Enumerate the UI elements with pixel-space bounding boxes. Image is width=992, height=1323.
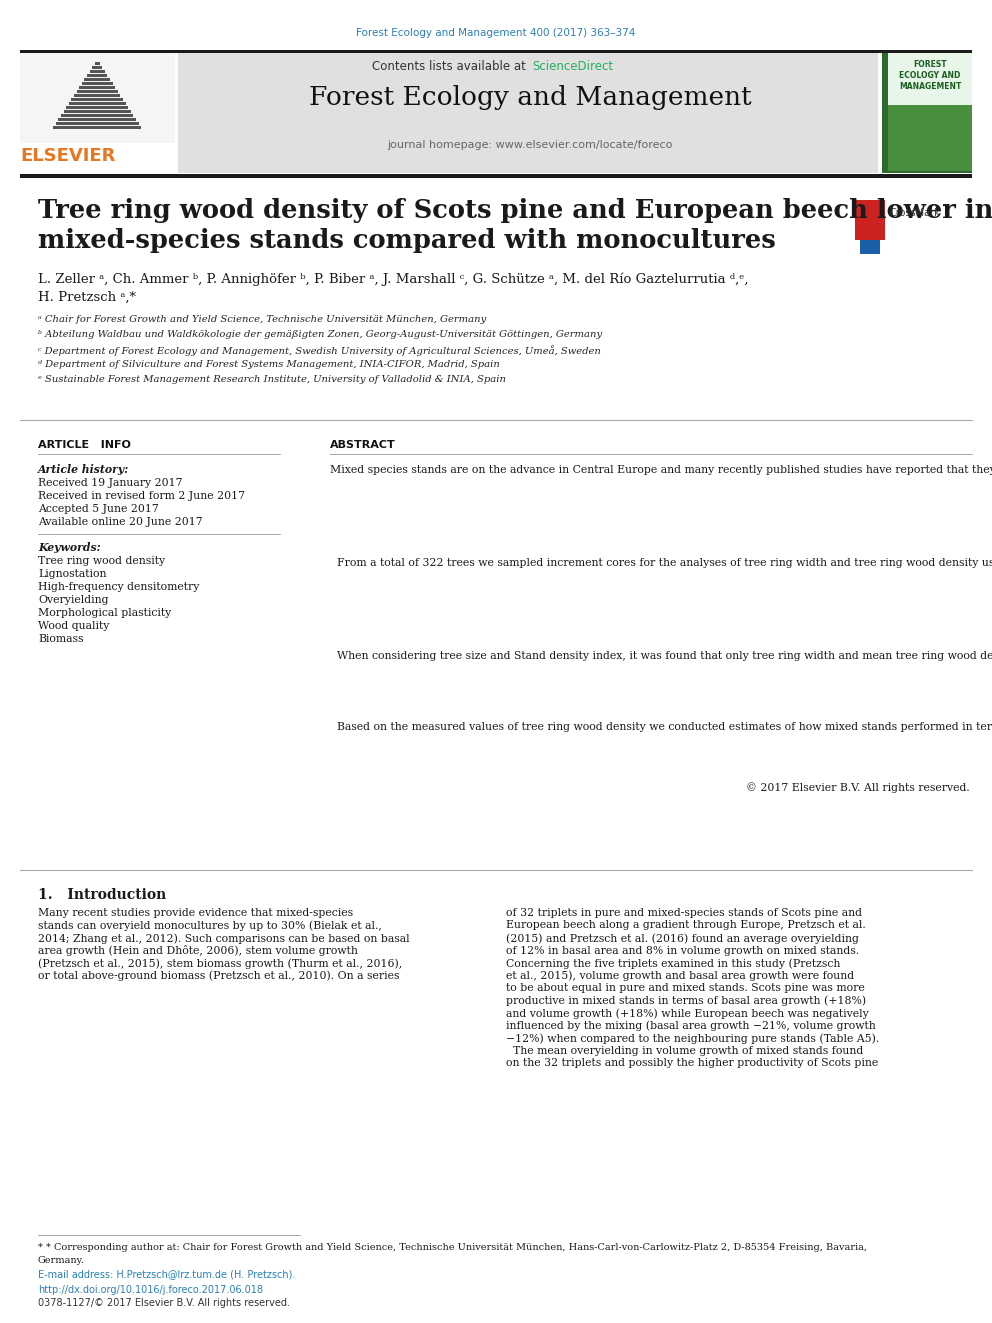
Text: and volume growth (+18%) while European beech was negatively: and volume growth (+18%) while European … <box>506 1008 869 1019</box>
Bar <box>860 239 880 254</box>
Text: 2014; Zhang et al., 2012). Such comparisons can be based on basal: 2014; Zhang et al., 2012). Such comparis… <box>38 933 410 943</box>
Text: journal homepage: www.elsevier.com/locate/foreco: journal homepage: www.elsevier.com/locat… <box>387 140 673 149</box>
Text: stands can overyield monocultures by up to 30% (Bielak et al.,: stands can overyield monocultures by up … <box>38 921 382 931</box>
Bar <box>888 53 972 171</box>
Text: area growth (Hein and Dhôte, 2006), stem volume growth: area growth (Hein and Dhôte, 2006), stem… <box>38 946 358 957</box>
Bar <box>69 102 126 105</box>
Text: © 2017 Elsevier B.V. All rights reserved.: © 2017 Elsevier B.V. All rights reserved… <box>746 782 970 794</box>
Bar <box>20 175 972 179</box>
Bar <box>64 110 131 112</box>
Text: ᶜ Department of Forest Ecology and Management, Swedish University of Agricultura: ᶜ Department of Forest Ecology and Manag… <box>38 345 601 356</box>
Text: Keywords:: Keywords: <box>38 542 100 553</box>
Text: CrossMark: CrossMark <box>890 208 940 218</box>
Text: Mixed species stands are on the advance in Central Europe and many recently publ: Mixed species stands are on the advance … <box>330 464 992 475</box>
Text: Tree ring wood density: Tree ring wood density <box>38 556 165 566</box>
Text: The mean overyielding in volume growth of mixed stands found: The mean overyielding in volume growth o… <box>506 1045 863 1056</box>
Text: ABSTRACT: ABSTRACT <box>330 441 396 450</box>
Text: http://dx.doi.org/10.1016/j.foreco.2017.06.018: http://dx.doi.org/10.1016/j.foreco.2017.… <box>38 1285 263 1295</box>
Text: Received in revised form 2 June 2017: Received in revised form 2 June 2017 <box>38 491 245 501</box>
Bar <box>77 90 118 93</box>
Bar <box>71 98 123 101</box>
Text: E-mail address: H.Pretzsch@lrz.tum.de (H. Pretzsch).: E-mail address: H.Pretzsch@lrz.tum.de (H… <box>38 1269 296 1279</box>
Bar <box>82 82 113 85</box>
Text: Forest Ecology and Management 400 (2017) 363–374: Forest Ecology and Management 400 (2017)… <box>356 28 636 38</box>
Text: et al., 2015), volume growth and basal area growth were found: et al., 2015), volume growth and basal a… <box>506 971 854 982</box>
Text: European beech along a gradient through Europe, Pretzsch et al.: European beech along a gradient through … <box>506 921 866 930</box>
Bar <box>84 78 110 81</box>
Text: of 32 triplets in pure and mixed-species stands of Scots pine and: of 32 triplets in pure and mixed-species… <box>506 908 862 918</box>
Bar <box>56 122 139 124</box>
Bar <box>66 106 128 108</box>
Text: 1.   Introduction: 1. Introduction <box>38 888 167 902</box>
Text: From a total of 322 trees we sampled increment cores for the analyses of tree ri: From a total of 322 trees we sampled inc… <box>330 557 992 568</box>
Text: Article history:: Article history: <box>38 464 129 475</box>
Text: When considering tree size and Stand density index, it was found that only tree : When considering tree size and Stand den… <box>330 651 992 662</box>
Bar <box>58 118 136 120</box>
Text: H. Pretzsch ᵃ,*: H. Pretzsch ᵃ,* <box>38 291 136 304</box>
Bar <box>20 53 175 143</box>
Text: Concerning the five triplets examined in this study (Pretzsch: Concerning the five triplets examined in… <box>506 958 840 968</box>
Text: Germany.: Germany. <box>38 1256 85 1265</box>
Bar <box>95 62 100 65</box>
Bar <box>74 94 120 97</box>
Text: −12%) when compared to the neighbouring pure stands (Table A5).: −12%) when compared to the neighbouring … <box>506 1033 879 1044</box>
Bar <box>92 66 102 69</box>
Text: Tree ring wood density of Scots pine and European beech lower in: Tree ring wood density of Scots pine and… <box>38 198 992 224</box>
Text: Contents lists available at: Contents lists available at <box>372 60 530 73</box>
Text: Wood quality: Wood quality <box>38 620 109 631</box>
Text: mixed-species stands compared with monocultures: mixed-species stands compared with monoc… <box>38 228 776 253</box>
Text: High-frequency densitometry: High-frequency densitometry <box>38 582 199 591</box>
Bar <box>882 53 972 173</box>
Text: on the 32 triplets and possibly the higher productivity of Scots pine: on the 32 triplets and possibly the high… <box>506 1058 878 1068</box>
Text: Overyielding: Overyielding <box>38 595 108 605</box>
Bar <box>87 74 107 77</box>
Text: Biomass: Biomass <box>38 634 83 644</box>
Text: Accepted 5 June 2017: Accepted 5 June 2017 <box>38 504 159 515</box>
Text: ARTICLE   INFO: ARTICLE INFO <box>38 441 131 450</box>
Bar <box>61 114 133 116</box>
Text: ᵈ Department of Silviculture and Forest Systems Management, INIA-CIFOR, Madrid, : ᵈ Department of Silviculture and Forest … <box>38 360 500 369</box>
Bar <box>888 105 972 171</box>
Text: (Pretzsch et al., 2015), stem biomass growth (Thurm et al., 2016),: (Pretzsch et al., 2015), stem biomass gr… <box>38 958 402 968</box>
Bar <box>90 70 105 73</box>
Text: Morphological plasticity: Morphological plasticity <box>38 609 172 618</box>
Text: ELSEVIER: ELSEVIER <box>20 147 115 165</box>
Text: ᵉ Sustainable Forest Management Research Institute, University of Valladolid & I: ᵉ Sustainable Forest Management Research… <box>38 374 506 384</box>
Text: * * Corresponding author at: Chair for Forest Growth and Yield Science, Technisc: * * Corresponding author at: Chair for F… <box>38 1244 867 1252</box>
Bar <box>178 53 878 173</box>
Bar <box>855 200 885 239</box>
Text: ScienceDirect: ScienceDirect <box>532 60 613 73</box>
Bar <box>79 86 115 89</box>
Text: (2015) and Pretzsch et al. (2016) found an average overyielding: (2015) and Pretzsch et al. (2016) found … <box>506 933 859 943</box>
Text: of 12% in basal area and 8% in volume growth on mixed stands.: of 12% in basal area and 8% in volume gr… <box>506 946 859 955</box>
Bar <box>53 126 141 130</box>
Text: Available online 20 June 2017: Available online 20 June 2017 <box>38 517 202 527</box>
Text: Many recent studies provide evidence that mixed-species: Many recent studies provide evidence tha… <box>38 908 353 918</box>
Text: Based on the measured values of tree ring wood density we conducted estimates of: Based on the measured values of tree rin… <box>330 722 992 733</box>
Text: FOREST
ECOLOGY AND
MANAGEMENT: FOREST ECOLOGY AND MANAGEMENT <box>899 60 961 91</box>
Text: or total above-ground biomass (Pretzsch et al., 2010). On a series: or total above-ground biomass (Pretzsch … <box>38 971 400 982</box>
Bar <box>20 50 972 53</box>
Text: ᵇ Abteilung Waldbau und Waldkökologie der gemäßigten Zonen, Georg-August-Univers: ᵇ Abteilung Waldbau und Waldkökologie de… <box>38 329 602 339</box>
Text: ᵃ Chair for Forest Growth and Yield Science, Technische Universität München, Ger: ᵃ Chair for Forest Growth and Yield Scie… <box>38 315 486 324</box>
Text: L. Zeller ᵃ, Ch. Ammer ᵇ, P. Annighöfer ᵇ, P. Biber ᵃ, J. Marshall ᶜ, G. Schütze: L. Zeller ᵃ, Ch. Ammer ᵇ, P. Annighöfer … <box>38 273 749 286</box>
Text: to be about equal in pure and mixed stands. Scots pine was more: to be about equal in pure and mixed stan… <box>506 983 865 994</box>
Text: productive in mixed stands in terms of basal area growth (+18%): productive in mixed stands in terms of b… <box>506 995 866 1005</box>
Text: Received 19 January 2017: Received 19 January 2017 <box>38 478 183 488</box>
Text: Lignostation: Lignostation <box>38 569 106 579</box>
Text: influenced by the mixing (basal area growth −21%, volume growth: influenced by the mixing (basal area gro… <box>506 1020 876 1031</box>
Text: 0378-1127/© 2017 Elsevier B.V. All rights reserved.: 0378-1127/© 2017 Elsevier B.V. All right… <box>38 1298 290 1308</box>
Text: Forest Ecology and Management: Forest Ecology and Management <box>309 85 751 110</box>
